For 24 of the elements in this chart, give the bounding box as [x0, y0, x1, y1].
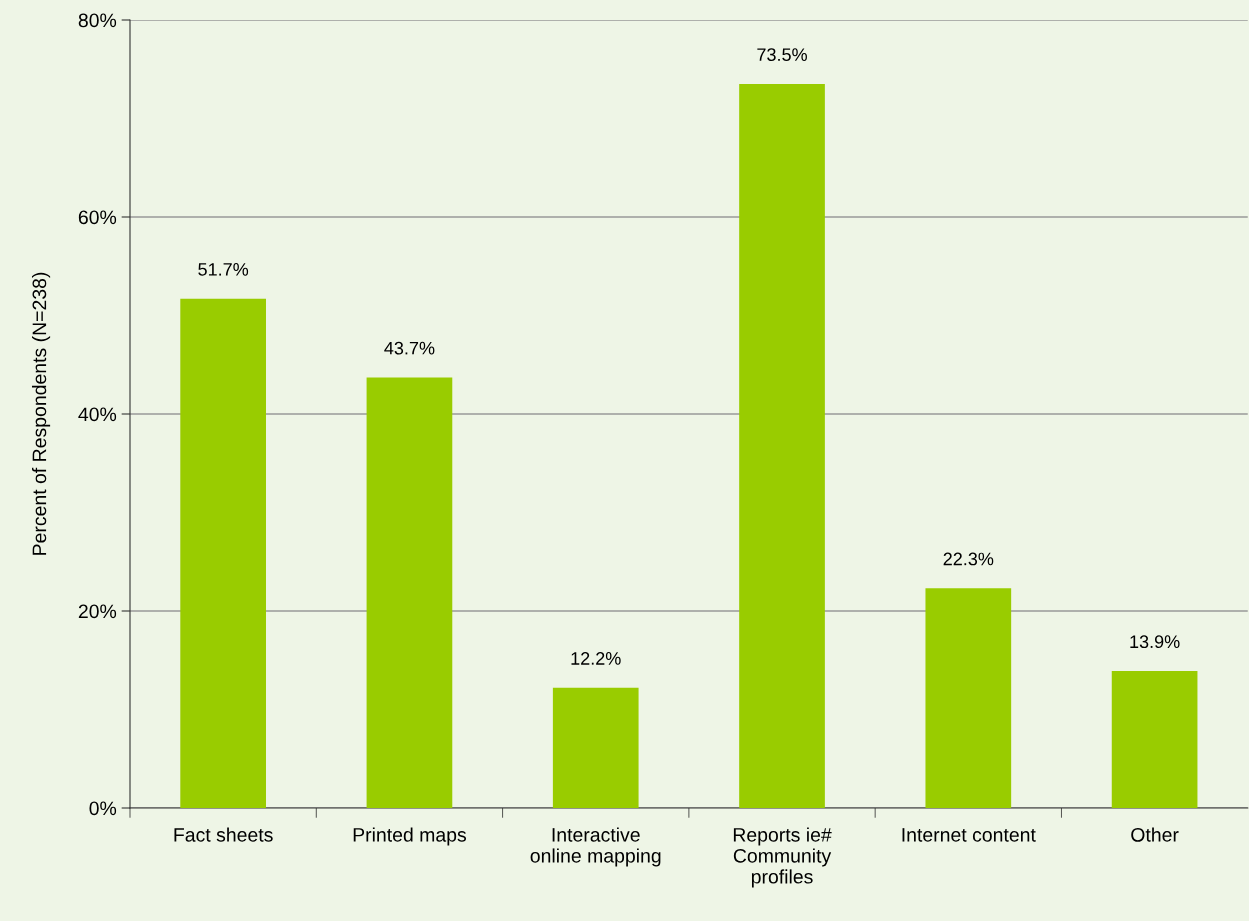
x-tick-label: Interactive online mapping: [530, 827, 661, 867]
x-tick-label: Internet content: [902, 828, 1036, 842]
y-tick-label: 20%: [78, 604, 117, 619]
x-tick-label: Fact sheets: [174, 827, 273, 842]
bar: [1111, 671, 1198, 808]
data-label: 13.9%: [1130, 635, 1180, 649]
data-label: 51.7%: [198, 263, 249, 276]
x-tick-label: Other: [1131, 827, 1179, 842]
bar: [366, 377, 453, 808]
x-tick-label: Reports ie# Community profiles: [733, 827, 832, 888]
y-tick-label: 0%: [89, 801, 117, 816]
bar: [925, 588, 1012, 808]
data-label: 22.3%: [943, 552, 994, 566]
bar: [739, 84, 825, 808]
bar: [180, 298, 266, 808]
x-tick-label: Printed maps: [353, 827, 467, 846]
data-label: 73.5%: [757, 48, 807, 62]
bar: [552, 687, 639, 808]
y-tick-label: 60%: [78, 210, 117, 225]
y-tick-label: 40%: [78, 407, 117, 422]
data-label: 43.7%: [384, 341, 435, 355]
y-tick-label: 80%: [78, 13, 117, 28]
y-axis-title: Percent of Respondents (N=238): [31, 272, 51, 555]
data-label: 12.2%: [571, 652, 621, 665]
